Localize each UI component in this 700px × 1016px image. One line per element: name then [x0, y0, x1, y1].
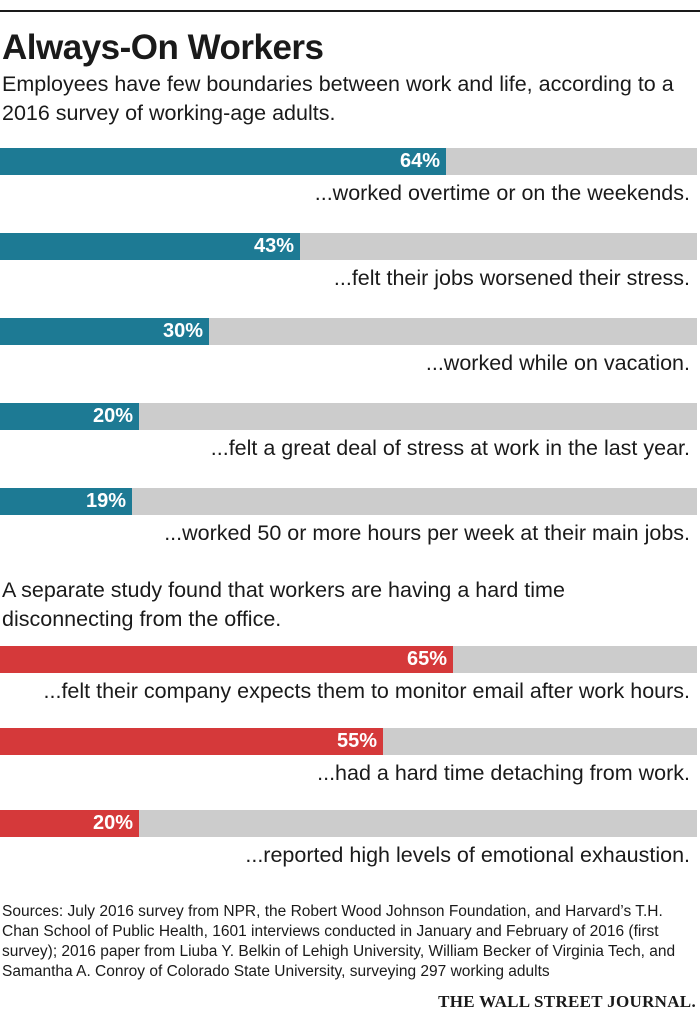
bar-value-label: 64%	[399, 150, 440, 172]
bar-row: 19% ...worked 50 or more hours per week a…	[0, 488, 700, 548]
bar-value-label: 30%	[162, 320, 203, 342]
bar-row: 30% ...worked while on vacation.	[0, 318, 700, 378]
bar	[0, 233, 300, 260]
chart-title: Always-On Workers	[2, 28, 324, 67]
bar-category-label: ...felt their company expects them to mo…	[43, 679, 690, 703]
bar	[0, 810, 139, 837]
sources-note: Sources: July 2016 survey from NPR, the …	[2, 903, 676, 980]
bar-row: 20% ...felt a great deal of stress at wor…	[0, 403, 700, 463]
bar-category-label: ...worked while on vacation.	[425, 351, 690, 375]
bar-row: 55% ...had a hard time detaching from wor…	[0, 728, 700, 788]
bar-category-label: ...reported high levels of emotional exh…	[245, 843, 690, 867]
bar	[0, 148, 446, 175]
bar	[0, 403, 139, 430]
bar-value-label: 43%	[253, 235, 294, 257]
bar	[0, 728, 383, 755]
bar-row: 20% ...reported high levels of emotional …	[0, 810, 700, 870]
bar-row: 65% ...felt their company expects them to…	[0, 646, 700, 706]
bar-value-label: 20%	[92, 812, 133, 834]
bar-category-label: ...had a hard time detaching from work.	[317, 761, 690, 785]
bar-value-label: 65%	[406, 648, 447, 670]
bar-category-label: ...worked overtime or on the weekends.	[314, 181, 690, 205]
bar	[0, 646, 453, 673]
bar	[0, 318, 209, 345]
bar-value-label: 20%	[92, 405, 133, 427]
chart-subtitle: Employees have few boundaries between wo…	[2, 72, 674, 125]
wsj-logo: THE WALL STREET JOURNAL.	[438, 992, 696, 1011]
bar-row: 64% ...worked overtime or on the weekends…	[0, 148, 700, 208]
bar-value-label: 55%	[336, 730, 377, 752]
top-rule	[0, 10, 700, 12]
bar-category-label: ...worked 50 or more hours per week at t…	[164, 521, 690, 545]
bar-row: 43% ...felt their jobs worsened their str…	[0, 233, 700, 293]
bar-value-label: 19%	[85, 490, 126, 512]
section-2-intro: A separate study found that workers are …	[2, 578, 565, 631]
bar-category-label: ...felt their jobs worsened their stress…	[333, 266, 690, 290]
bar	[0, 488, 132, 515]
bar-category-label: ...felt a great deal of stress at work i…	[210, 436, 690, 460]
